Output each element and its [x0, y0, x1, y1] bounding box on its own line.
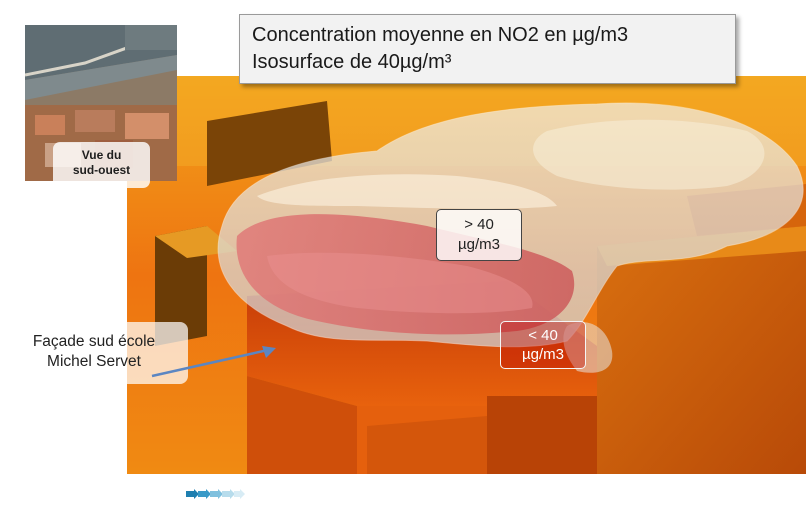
- below-threshold-label: < 40 µg/m3: [500, 321, 586, 369]
- title-line1: Concentration moyenne en NO2 en µg/m3: [252, 24, 629, 46]
- view-label: Vue du sud-ouest: [53, 142, 150, 188]
- facade-annotation: Façade sud école Michel Servet: [0, 322, 188, 384]
- above-threshold-label: > 40 µg/m3: [436, 209, 522, 261]
- facade-line2: Michel Servet: [47, 353, 141, 370]
- view-label-line1: Vue du: [81, 148, 122, 162]
- below-threshold-value: < 40: [528, 327, 558, 344]
- chart-title-box: Concentration moyenne en NO2 en µg/m3 Is…: [239, 14, 736, 84]
- above-threshold-unit: µg/m3: [458, 236, 500, 253]
- below-threshold-unit: µg/m3: [522, 346, 564, 363]
- view-label-line2: sud-ouest: [72, 163, 131, 177]
- arrow-chain-logo-icon: [186, 489, 245, 499]
- facade-arrow-icon: [151, 346, 276, 378]
- title-line2: Isosurface de 40µg/m³: [252, 51, 452, 73]
- facade-line1: Façade sud école: [32, 333, 156, 350]
- above-threshold-value: > 40: [464, 216, 494, 233]
- no2-3d-scene: [127, 76, 806, 474]
